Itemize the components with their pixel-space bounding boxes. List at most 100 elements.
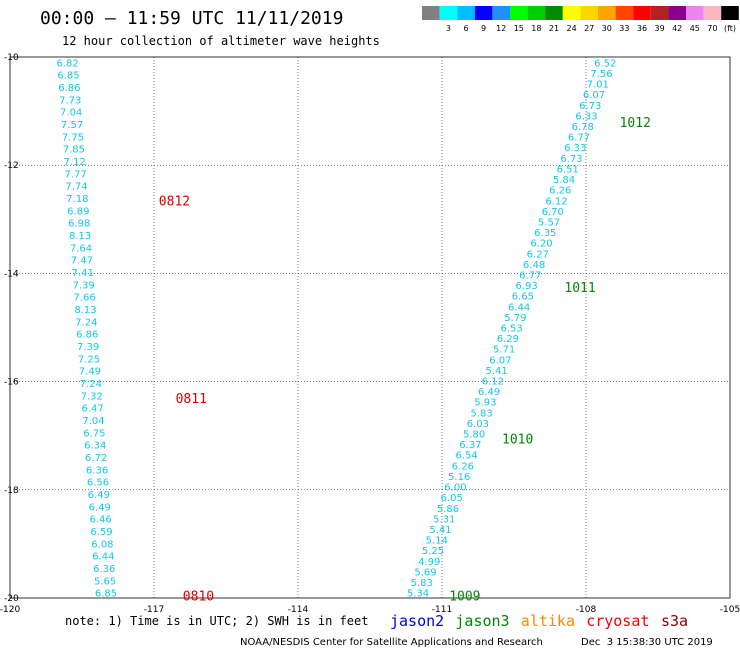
wave-height-value: 6.44 [92,552,114,563]
legend-swatch [580,6,598,20]
wave-height-value: 5.79 [504,313,526,324]
wave-height-value: 7.24 [75,317,97,328]
wave-height-value: 7.18 [66,194,88,205]
legend-swatch [527,6,546,20]
wave-height-value: 6.33 [575,111,597,122]
wave-height-value: 6.20 [530,239,552,250]
legend-swatch [633,6,651,20]
pass-label: 0812 [159,194,190,209]
pass-label: 1012 [620,116,651,131]
legend-label: 36 [637,24,647,33]
legend-swatch [650,6,669,20]
wave-height-value: 7.74 [65,182,87,193]
wave-height-value: 6.36 [93,564,115,575]
wave-height-value: 6.98 [68,219,90,230]
wave-height-value: 6.05 [441,493,463,504]
wave-height-value: 6.47 [81,404,103,415]
x-tick-label: -117 [144,605,164,615]
wave-height-value: 7.75 [62,132,84,143]
legend-swatch [686,6,704,20]
legend-label: 18 [531,24,541,33]
pass-label: 1009 [449,589,480,604]
wave-height-value: 6.35 [534,228,556,239]
wave-height-value: 6.49 [88,490,110,501]
legend-swatch [474,6,493,20]
legend-swatch [598,6,616,20]
legend-label: 6 [463,24,468,33]
legend-label: 45 [690,24,700,33]
wave-height-value: 6.12 [482,377,504,388]
chart-title: 00:00 – 11:59 UTC 11/11/2019 [40,8,343,29]
legend-label: 12 [496,24,506,33]
wave-height-value: 5.16 [448,472,470,483]
pass-label: 0811 [176,392,207,407]
wave-height-value: 7.39 [73,280,95,291]
wave-height-value: 6.26 [549,186,571,197]
wave-height-value: 7.64 [70,243,92,254]
legend-swatch [510,6,528,20]
wave-height-value: 6.37 [459,440,481,451]
wave-height-value: 6.29 [497,334,519,345]
footer-note: note: 1) Time is in UTC; 2) SWH is in fe… [65,614,368,628]
y-tick-label: -14 [4,269,19,279]
wave-height-value: 6.86 [76,330,98,341]
color-legend: 3 6 9 12 15 18 21 24 27 30 33 36 39 42 45 70 (ft) [422,6,739,33]
wave-height-value: 6.48 [523,260,545,271]
legend-swatch [492,6,510,20]
x-tick-label: -114 [288,605,309,615]
legend-label: 70 [707,24,717,33]
wave-height-value: 7.04 [60,108,82,119]
legend-label: 24 [567,24,577,33]
wave-height-value: 6.49 [89,502,111,513]
legend-swatch [668,6,686,20]
wave-height-value: 7.41 [72,268,94,279]
wave-height-value: 5.65 [94,576,116,587]
y-tick-label: -10 [4,53,19,63]
wave-height-value: 6.77 [519,270,541,281]
wave-height-value: 8.13 [69,231,91,242]
legend-label: 15 [514,24,524,33]
y-tick-label: -12 [4,161,19,171]
wave-height-value: 6.36 [86,465,108,476]
plot-frame [9,56,731,599]
wave-height-value: 6.26 [452,461,474,472]
wave-height-value: 6.85 [95,589,117,600]
wave-height-value: 6.89 [67,206,89,217]
wave-height-value: 8.13 [74,305,96,316]
y-tick-label: -16 [4,378,19,388]
mission-label-s3a: s3a [661,612,688,630]
mission-legend: jason2 jason3 altika cryosat s3a [390,612,688,630]
pass-label: 1010 [502,432,533,447]
pass-label: 1011 [564,281,595,296]
wave-height-value: 5.41 [429,525,451,536]
legend-swatch [457,6,475,20]
wave-height-value: 6.46 [90,515,112,526]
wave-height-value: 5.14 [426,536,448,547]
wave-height-value: 7.24 [80,379,102,390]
wave-height-value: 6.07 [489,355,511,366]
legend-label: 30 [602,24,612,33]
x-tick-label: -111 [432,605,452,615]
x-tick-label: -105 [720,605,740,615]
mission-label-altika: altika [521,612,575,630]
legend-label: 42 [672,24,682,33]
legend-label: 39 [655,24,665,33]
wave-height-value: 7.01 [587,80,609,91]
wave-height-value: 7.49 [79,367,101,378]
wave-height-value: 7.73 [59,95,81,106]
legend-label: (ft) [724,24,736,33]
wave-height-value: 6.49 [478,387,500,398]
wave-height-value: 6.77 [568,133,590,144]
wave-height-value: 6.53 [500,324,522,335]
x-tick-label: -108 [576,605,597,615]
wave-height-value: 7.39 [77,342,99,353]
legend-swatch [439,6,458,20]
wave-height-value: 6.52 [594,58,616,69]
footer-timestamp: Dec 3 15:38:30 UTC 2019 [581,637,713,648]
wave-height-value: 6.86 [58,83,80,94]
legend-label: 33 [619,24,629,33]
legend-swatch [562,6,581,20]
legend-swatch [615,6,634,20]
wave-height-value: 7.85 [63,145,85,156]
wave-height-value: 6.44 [508,302,530,313]
